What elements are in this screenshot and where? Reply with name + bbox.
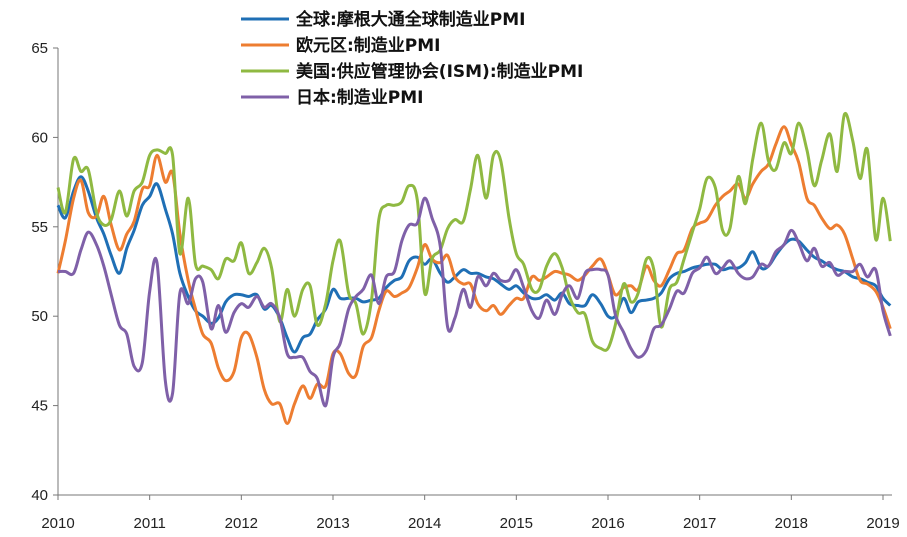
series-line-japan-pmi [57,196,892,408]
y-tick-label: 40 [31,487,48,504]
legend: 全球:摩根大通全球制造业PMI 欧元区:制造业PMI 美国:供应管理协会(ISM):… [241,9,583,108]
x-tick-label: 2010 [41,515,74,532]
x-tick-label: 2018 [775,515,808,532]
y-tick-label: 60 [31,129,48,146]
axes [57,48,892,496]
x-tick-label: 2012 [225,515,258,532]
x-tick-label: 2013 [316,515,349,532]
y-ticks: 40 45 50 55 60 65 [31,40,58,504]
x-tick-label: 2019 [866,515,899,532]
x-tick-label: 2017 [683,515,716,532]
legend-label-japan-pmi: 日本:制造业PMI [296,87,424,108]
x-tick-label: 2016 [591,515,624,532]
legend-label-eurozone-pmi: 欧元区:制造业PMI [296,35,441,56]
series-lines [56,111,892,425]
series-line-us-ism-pmi [56,111,892,352]
x-tick-label: 2015 [500,515,533,532]
x-ticks: 2010 2011 2012 2013 2014 2015 2016 2017 2018 2019 [41,495,900,532]
x-tick-label: 2011 [134,515,166,532]
legend-label-us-ism-pmi: 美国:供应管理协会(ISM):制造业PMI [296,61,583,82]
y-tick-label: 55 [31,219,48,236]
x-tick-label: 2014 [408,515,441,532]
y-tick-label: 45 [31,398,48,415]
y-tick-label: 50 [31,308,48,325]
y-tick-label: 65 [31,40,48,57]
legend-label-global-jpm-pmi: 全球:摩根大通全球制造业PMI [295,9,526,30]
